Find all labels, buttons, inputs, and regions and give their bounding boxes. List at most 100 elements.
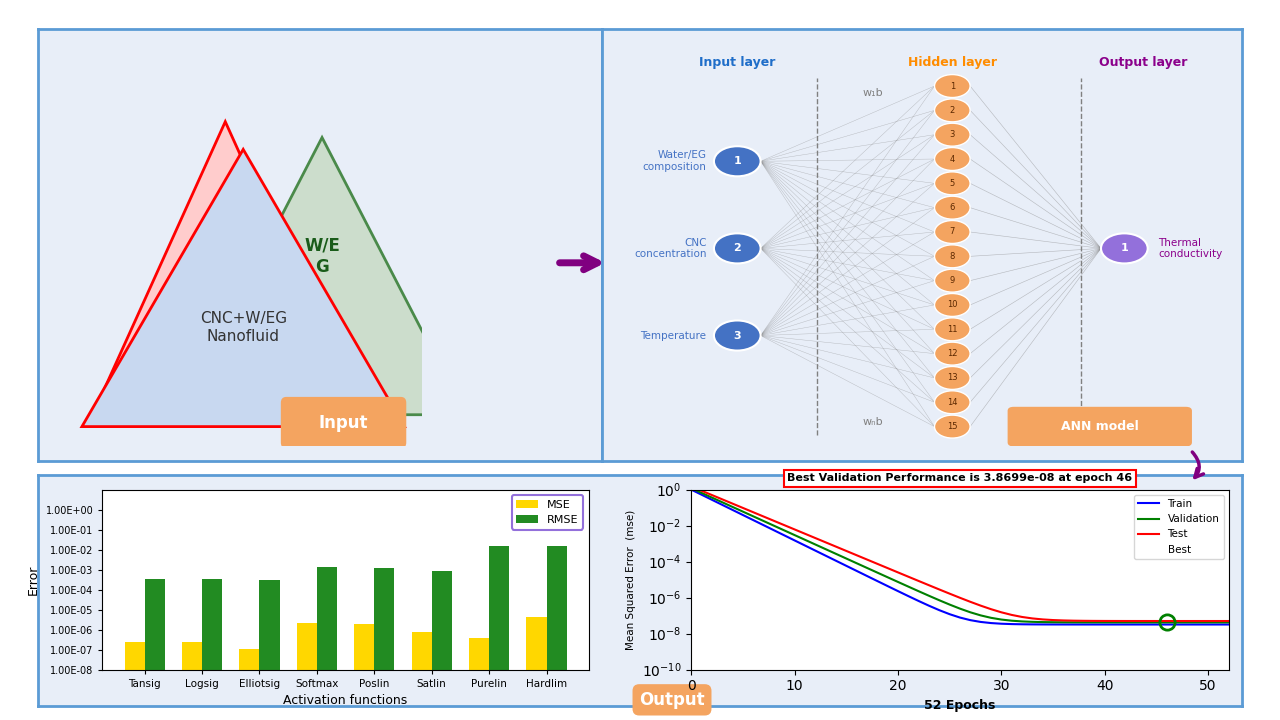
Validation bbox=[828, 549, 844, 558]
Text: 1: 1 bbox=[1120, 243, 1128, 253]
Text: 10: 10 bbox=[947, 300, 957, 310]
Text: Input: Input bbox=[319, 413, 369, 431]
FancyArrowPatch shape bbox=[1192, 452, 1203, 477]
Bar bbox=[374, 568, 394, 720]
Text: 5: 5 bbox=[950, 179, 955, 188]
Bar bbox=[260, 580, 279, 720]
Bar bbox=[239, 649, 260, 720]
Circle shape bbox=[934, 391, 970, 414]
Train bbox=[993, 619, 1009, 628]
Bar bbox=[468, 637, 489, 720]
Circle shape bbox=[934, 342, 970, 365]
Bar bbox=[145, 579, 165, 720]
Circle shape bbox=[934, 123, 970, 146]
Test bbox=[1221, 617, 1236, 626]
Circle shape bbox=[714, 146, 760, 176]
Text: 3: 3 bbox=[733, 330, 741, 341]
Circle shape bbox=[934, 318, 970, 341]
Text: w₁b: w₁b bbox=[863, 88, 883, 98]
Circle shape bbox=[934, 196, 970, 219]
Circle shape bbox=[934, 415, 970, 438]
Circle shape bbox=[934, 75, 970, 97]
Text: CNC
concentration: CNC concentration bbox=[634, 238, 707, 259]
Text: 1: 1 bbox=[950, 81, 955, 91]
X-axis label: Activation functions: Activation functions bbox=[283, 694, 408, 707]
Circle shape bbox=[934, 172, 970, 195]
Test bbox=[684, 482, 699, 491]
Bar bbox=[355, 624, 374, 720]
Text: Temperature: Temperature bbox=[640, 330, 707, 341]
Text: ANN model: ANN model bbox=[1061, 420, 1139, 433]
Text: 7: 7 bbox=[950, 228, 955, 236]
X-axis label: 52 Epochs: 52 Epochs bbox=[924, 699, 996, 712]
Text: 8: 8 bbox=[950, 252, 955, 261]
Legend: Train, Validation, Test, Best: Train, Validation, Test, Best bbox=[1134, 495, 1224, 559]
Test bbox=[1004, 611, 1019, 619]
Bar bbox=[317, 567, 337, 720]
Train bbox=[1160, 620, 1175, 629]
Line: Train: Train bbox=[691, 490, 1229, 624]
Legend: MSE, RMSE: MSE, RMSE bbox=[512, 495, 584, 530]
Bar bbox=[431, 570, 452, 720]
Validation bbox=[1004, 616, 1019, 625]
Text: CNC+W/EG
Nanofluid: CNC+W/EG Nanofluid bbox=[200, 311, 287, 343]
Text: CNC: CNC bbox=[170, 271, 209, 289]
Text: 6: 6 bbox=[950, 203, 955, 212]
Circle shape bbox=[714, 320, 760, 351]
Y-axis label: Error: Error bbox=[27, 564, 40, 595]
Text: Water/EG
composition: Water/EG composition bbox=[643, 150, 707, 172]
Circle shape bbox=[934, 245, 970, 268]
Train bbox=[1004, 620, 1019, 629]
Text: 4: 4 bbox=[950, 155, 955, 163]
Text: Thermal
conductivity: Thermal conductivity bbox=[1158, 238, 1222, 259]
Test bbox=[1160, 617, 1175, 626]
Text: W/E
G: W/E G bbox=[305, 237, 340, 276]
Test bbox=[993, 608, 1009, 616]
Circle shape bbox=[934, 294, 970, 317]
Validation bbox=[684, 484, 699, 492]
Bar bbox=[547, 546, 567, 720]
Bar bbox=[489, 546, 509, 720]
Y-axis label: Mean Squared Error  (mse): Mean Squared Error (mse) bbox=[626, 510, 636, 649]
FancyBboxPatch shape bbox=[1007, 407, 1192, 446]
Text: Hidden layer: Hidden layer bbox=[908, 56, 997, 69]
Validation bbox=[1097, 618, 1112, 626]
Bar bbox=[526, 616, 547, 720]
Text: Input layer: Input layer bbox=[699, 56, 776, 69]
Train bbox=[1025, 620, 1041, 629]
Validation bbox=[1025, 618, 1041, 626]
FancyArrowPatch shape bbox=[559, 256, 598, 270]
Train bbox=[684, 485, 699, 494]
Text: 11: 11 bbox=[947, 325, 957, 334]
Bar bbox=[202, 580, 223, 720]
Circle shape bbox=[934, 366, 970, 390]
FancyBboxPatch shape bbox=[280, 397, 406, 449]
Text: 14: 14 bbox=[947, 397, 957, 407]
Train bbox=[1097, 620, 1112, 629]
Text: 15: 15 bbox=[947, 422, 957, 431]
Circle shape bbox=[934, 99, 970, 122]
Circle shape bbox=[934, 269, 970, 292]
Line: Validation: Validation bbox=[691, 488, 1229, 622]
Text: 2: 2 bbox=[733, 243, 741, 253]
Validation bbox=[1221, 618, 1236, 626]
Text: Output: Output bbox=[639, 691, 705, 708]
Test bbox=[1025, 614, 1041, 623]
Text: 9: 9 bbox=[950, 276, 955, 285]
Polygon shape bbox=[179, 138, 466, 415]
Line: Test: Test bbox=[691, 487, 1229, 621]
Text: 2: 2 bbox=[950, 106, 955, 115]
Text: 1: 1 bbox=[733, 156, 741, 166]
Polygon shape bbox=[82, 149, 404, 426]
Circle shape bbox=[1101, 233, 1148, 264]
Test bbox=[1097, 616, 1112, 625]
Circle shape bbox=[714, 233, 760, 264]
Title: Best Validation Performance is 3.8699e-08 at epoch 46: Best Validation Performance is 3.8699e-0… bbox=[787, 473, 1133, 483]
Bar bbox=[182, 642, 202, 720]
Text: 12: 12 bbox=[947, 349, 957, 358]
Bar bbox=[124, 642, 145, 720]
Train bbox=[828, 557, 844, 565]
Bar bbox=[412, 631, 431, 720]
Bar bbox=[297, 623, 317, 720]
Polygon shape bbox=[92, 122, 358, 415]
